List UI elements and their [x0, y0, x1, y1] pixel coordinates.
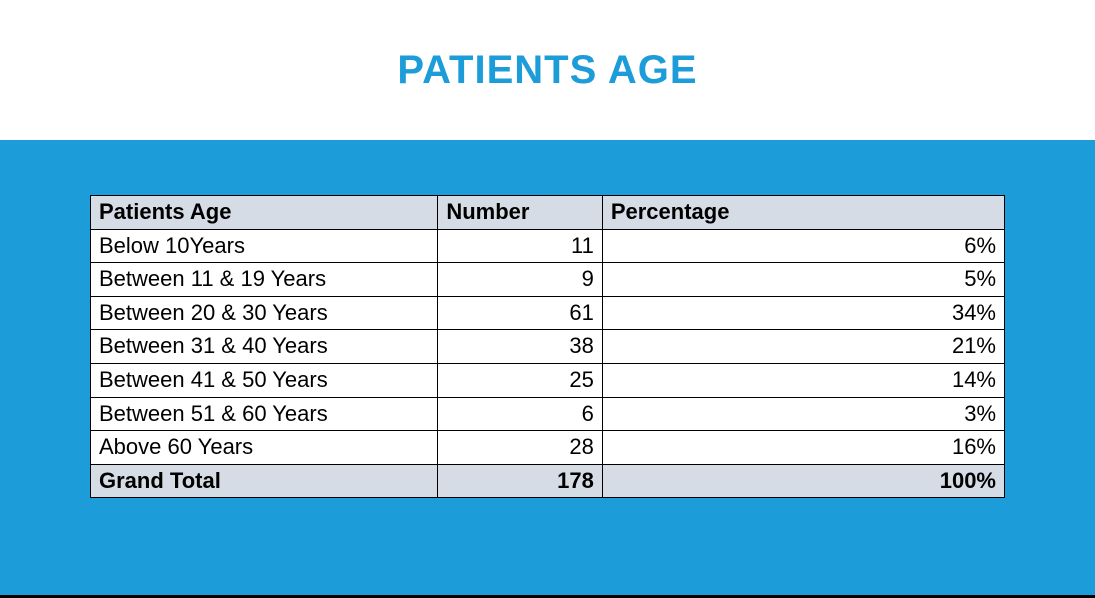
cell-percentage: 16% [602, 431, 1004, 465]
content-band: Patients Age Number Percentage Below 10Y… [0, 140, 1095, 595]
table-row: Above 60 Years2816% [91, 431, 1005, 465]
cell-number: 25 [438, 363, 603, 397]
table-row: Between 51 & 60 Years63% [91, 397, 1005, 431]
table-row: Between 11 & 19 Years95% [91, 263, 1005, 297]
cell-percentage: 21% [602, 330, 1004, 364]
total-cell-number: 178 [438, 464, 603, 498]
col-header-number: Number [438, 196, 603, 230]
cell-age: Below 10Years [91, 229, 438, 263]
cell-age: Between 20 & 30 Years [91, 296, 438, 330]
table-row: Between 41 & 50 Years2514% [91, 363, 1005, 397]
title-band: PATIENTS AGE [0, 0, 1095, 140]
cell-number: 38 [438, 330, 603, 364]
cell-percentage: 5% [602, 263, 1004, 297]
cell-number: 28 [438, 431, 603, 465]
col-header-age: Patients Age [91, 196, 438, 230]
cell-number: 61 [438, 296, 603, 330]
cell-percentage: 34% [602, 296, 1004, 330]
table-row: Between 20 & 30 Years6134% [91, 296, 1005, 330]
patients-age-table: Patients Age Number Percentage Below 10Y… [90, 195, 1005, 498]
table-body: Below 10Years116%Between 11 & 19 Years95… [91, 229, 1005, 498]
cell-age: Between 11 & 19 Years [91, 263, 438, 297]
cell-age: Between 31 & 40 Years [91, 330, 438, 364]
table-header-row: Patients Age Number Percentage [91, 196, 1005, 230]
table-row: Between 31 & 40 Years3821% [91, 330, 1005, 364]
total-cell-percentage: 100% [602, 464, 1004, 498]
cell-percentage: 6% [602, 229, 1004, 263]
cell-number: 9 [438, 263, 603, 297]
col-header-percentage: Percentage [602, 196, 1004, 230]
cell-percentage: 14% [602, 363, 1004, 397]
table-row: Below 10Years116% [91, 229, 1005, 263]
cell-number: 11 [438, 229, 603, 263]
table-total-row: Grand Total178100% [91, 464, 1005, 498]
cell-age: Above 60 Years [91, 431, 438, 465]
cell-age: Between 41 & 50 Years [91, 363, 438, 397]
slide-title: PATIENTS AGE [397, 48, 697, 93]
slide: PATIENTS AGE Patients Age Number Percent… [0, 0, 1095, 598]
cell-age: Between 51 & 60 Years [91, 397, 438, 431]
cell-percentage: 3% [602, 397, 1004, 431]
total-cell-age: Grand Total [91, 464, 438, 498]
cell-number: 6 [438, 397, 603, 431]
